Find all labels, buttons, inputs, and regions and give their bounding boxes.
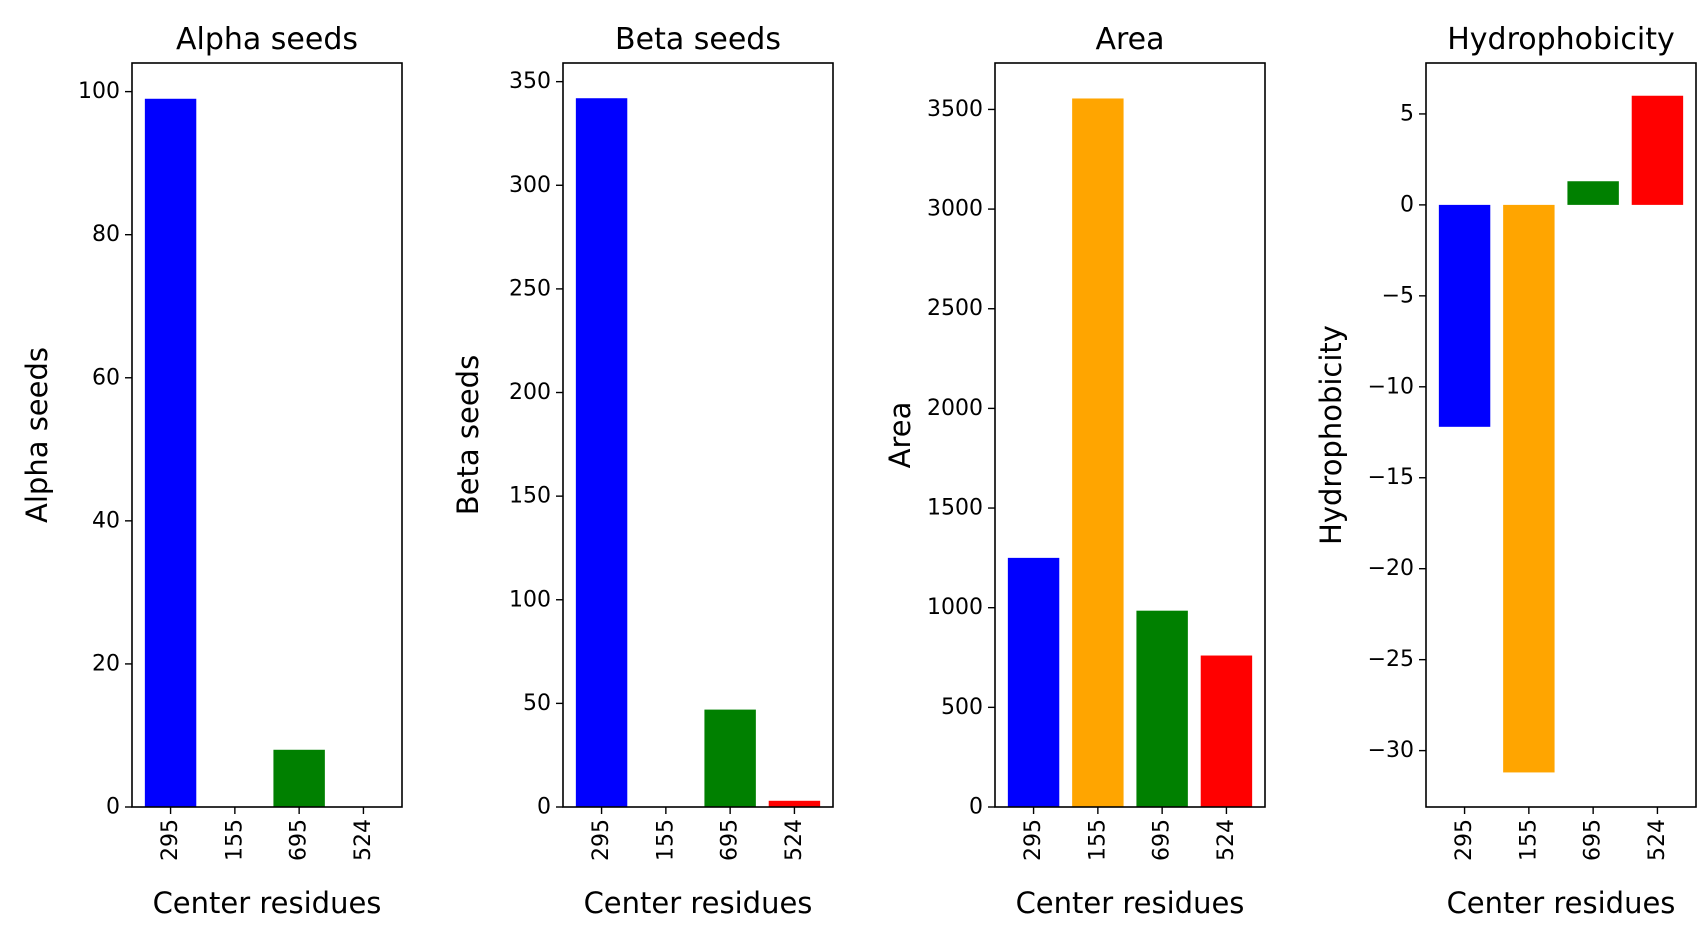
y-tick-label: −15 xyxy=(1368,465,1414,490)
x-tick-label: 524 xyxy=(1645,819,1670,861)
plot-title: Alpha seeds xyxy=(176,22,358,57)
y-tick-label: 1500 xyxy=(927,496,983,521)
bar-155 xyxy=(1503,204,1555,773)
y-tick-label: 0 xyxy=(537,795,551,820)
y-tick-label: 1000 xyxy=(927,595,983,620)
bar-695 xyxy=(704,709,756,807)
y-tick-label: 80 xyxy=(92,222,120,247)
x-tick-label: 524 xyxy=(1214,819,1239,861)
bar-695 xyxy=(1567,181,1619,205)
x-tick-label: 295 xyxy=(1452,819,1477,861)
y-tick-label: 0 xyxy=(1400,192,1414,217)
x-tick-label: 524 xyxy=(351,819,376,861)
y-tick-label: 300 xyxy=(509,173,551,198)
y-tick-label: −25 xyxy=(1368,647,1414,672)
plot-frame xyxy=(994,62,1266,808)
bar-295 xyxy=(1438,204,1491,427)
y-tick-label: 2000 xyxy=(927,396,983,421)
y-axis-title: Alpha seeds xyxy=(20,347,54,523)
bar-295 xyxy=(144,98,197,808)
plot-title: Area xyxy=(1095,22,1164,57)
bar-524 xyxy=(1200,655,1253,807)
y-tick-label: −5 xyxy=(1382,283,1414,308)
x-tick-label: 695 xyxy=(287,819,312,861)
y-tick-label: 2500 xyxy=(927,296,983,321)
bar-524 xyxy=(768,800,821,807)
plot-title: Hydrophobicity xyxy=(1447,22,1675,57)
y-tick-label: 150 xyxy=(509,484,551,509)
y-tick-label: −30 xyxy=(1368,738,1414,763)
bar-295 xyxy=(575,98,628,807)
bar-295 xyxy=(1007,557,1060,807)
y-tick-label: 500 xyxy=(941,695,983,720)
plot-title: Beta seeds xyxy=(615,22,781,57)
y-tick-label: 100 xyxy=(509,587,551,612)
bar-695 xyxy=(273,749,325,807)
x-axis-title: Center residues xyxy=(1447,886,1676,920)
plot-frame xyxy=(131,62,403,808)
y-tick-label: 3000 xyxy=(927,197,983,222)
bar-155 xyxy=(1072,98,1124,808)
y-tick-label: 0 xyxy=(969,795,983,820)
y-tick-label: 60 xyxy=(92,365,120,390)
x-tick-label: 155 xyxy=(653,819,678,861)
x-tick-label: 295 xyxy=(1021,819,1046,861)
y-tick-label: 3500 xyxy=(927,97,983,122)
bar-695 xyxy=(1136,610,1188,807)
y-axis-title: Area xyxy=(883,402,917,469)
x-tick-label: 155 xyxy=(1085,819,1110,861)
x-tick-label: 155 xyxy=(1516,819,1541,861)
y-tick-label: 0 xyxy=(106,795,120,820)
y-tick-label: −10 xyxy=(1368,374,1414,399)
y-tick-label: 50 xyxy=(523,691,551,716)
y-tick-label: 200 xyxy=(509,380,551,405)
y-tick-label: 350 xyxy=(509,69,551,94)
x-tick-label: 295 xyxy=(158,819,183,861)
x-tick-label: 695 xyxy=(1150,819,1175,861)
y-tick-label: 5 xyxy=(1400,101,1414,126)
x-tick-label: 695 xyxy=(718,819,743,861)
bar-524 xyxy=(1631,95,1684,205)
x-axis-title: Center residues xyxy=(153,886,382,920)
y-axis-title: Hydrophobicity xyxy=(1314,325,1348,545)
x-tick-label: 295 xyxy=(589,819,614,861)
plot-frame xyxy=(562,62,834,808)
y-tick-label: 20 xyxy=(92,651,120,676)
y-tick-label: 250 xyxy=(509,276,551,301)
x-axis-title: Center residues xyxy=(584,886,813,920)
x-tick-label: 155 xyxy=(222,819,247,861)
y-tick-label: 100 xyxy=(78,79,120,104)
x-tick-label: 695 xyxy=(1581,819,1606,861)
y-tick-label: 40 xyxy=(92,508,120,533)
x-tick-label: 524 xyxy=(782,819,807,861)
y-axis-title: Beta seeds xyxy=(451,355,485,515)
plot-frame xyxy=(1425,62,1697,808)
y-tick-label: −20 xyxy=(1368,556,1414,581)
x-axis-title: Center residues xyxy=(1016,886,1245,920)
